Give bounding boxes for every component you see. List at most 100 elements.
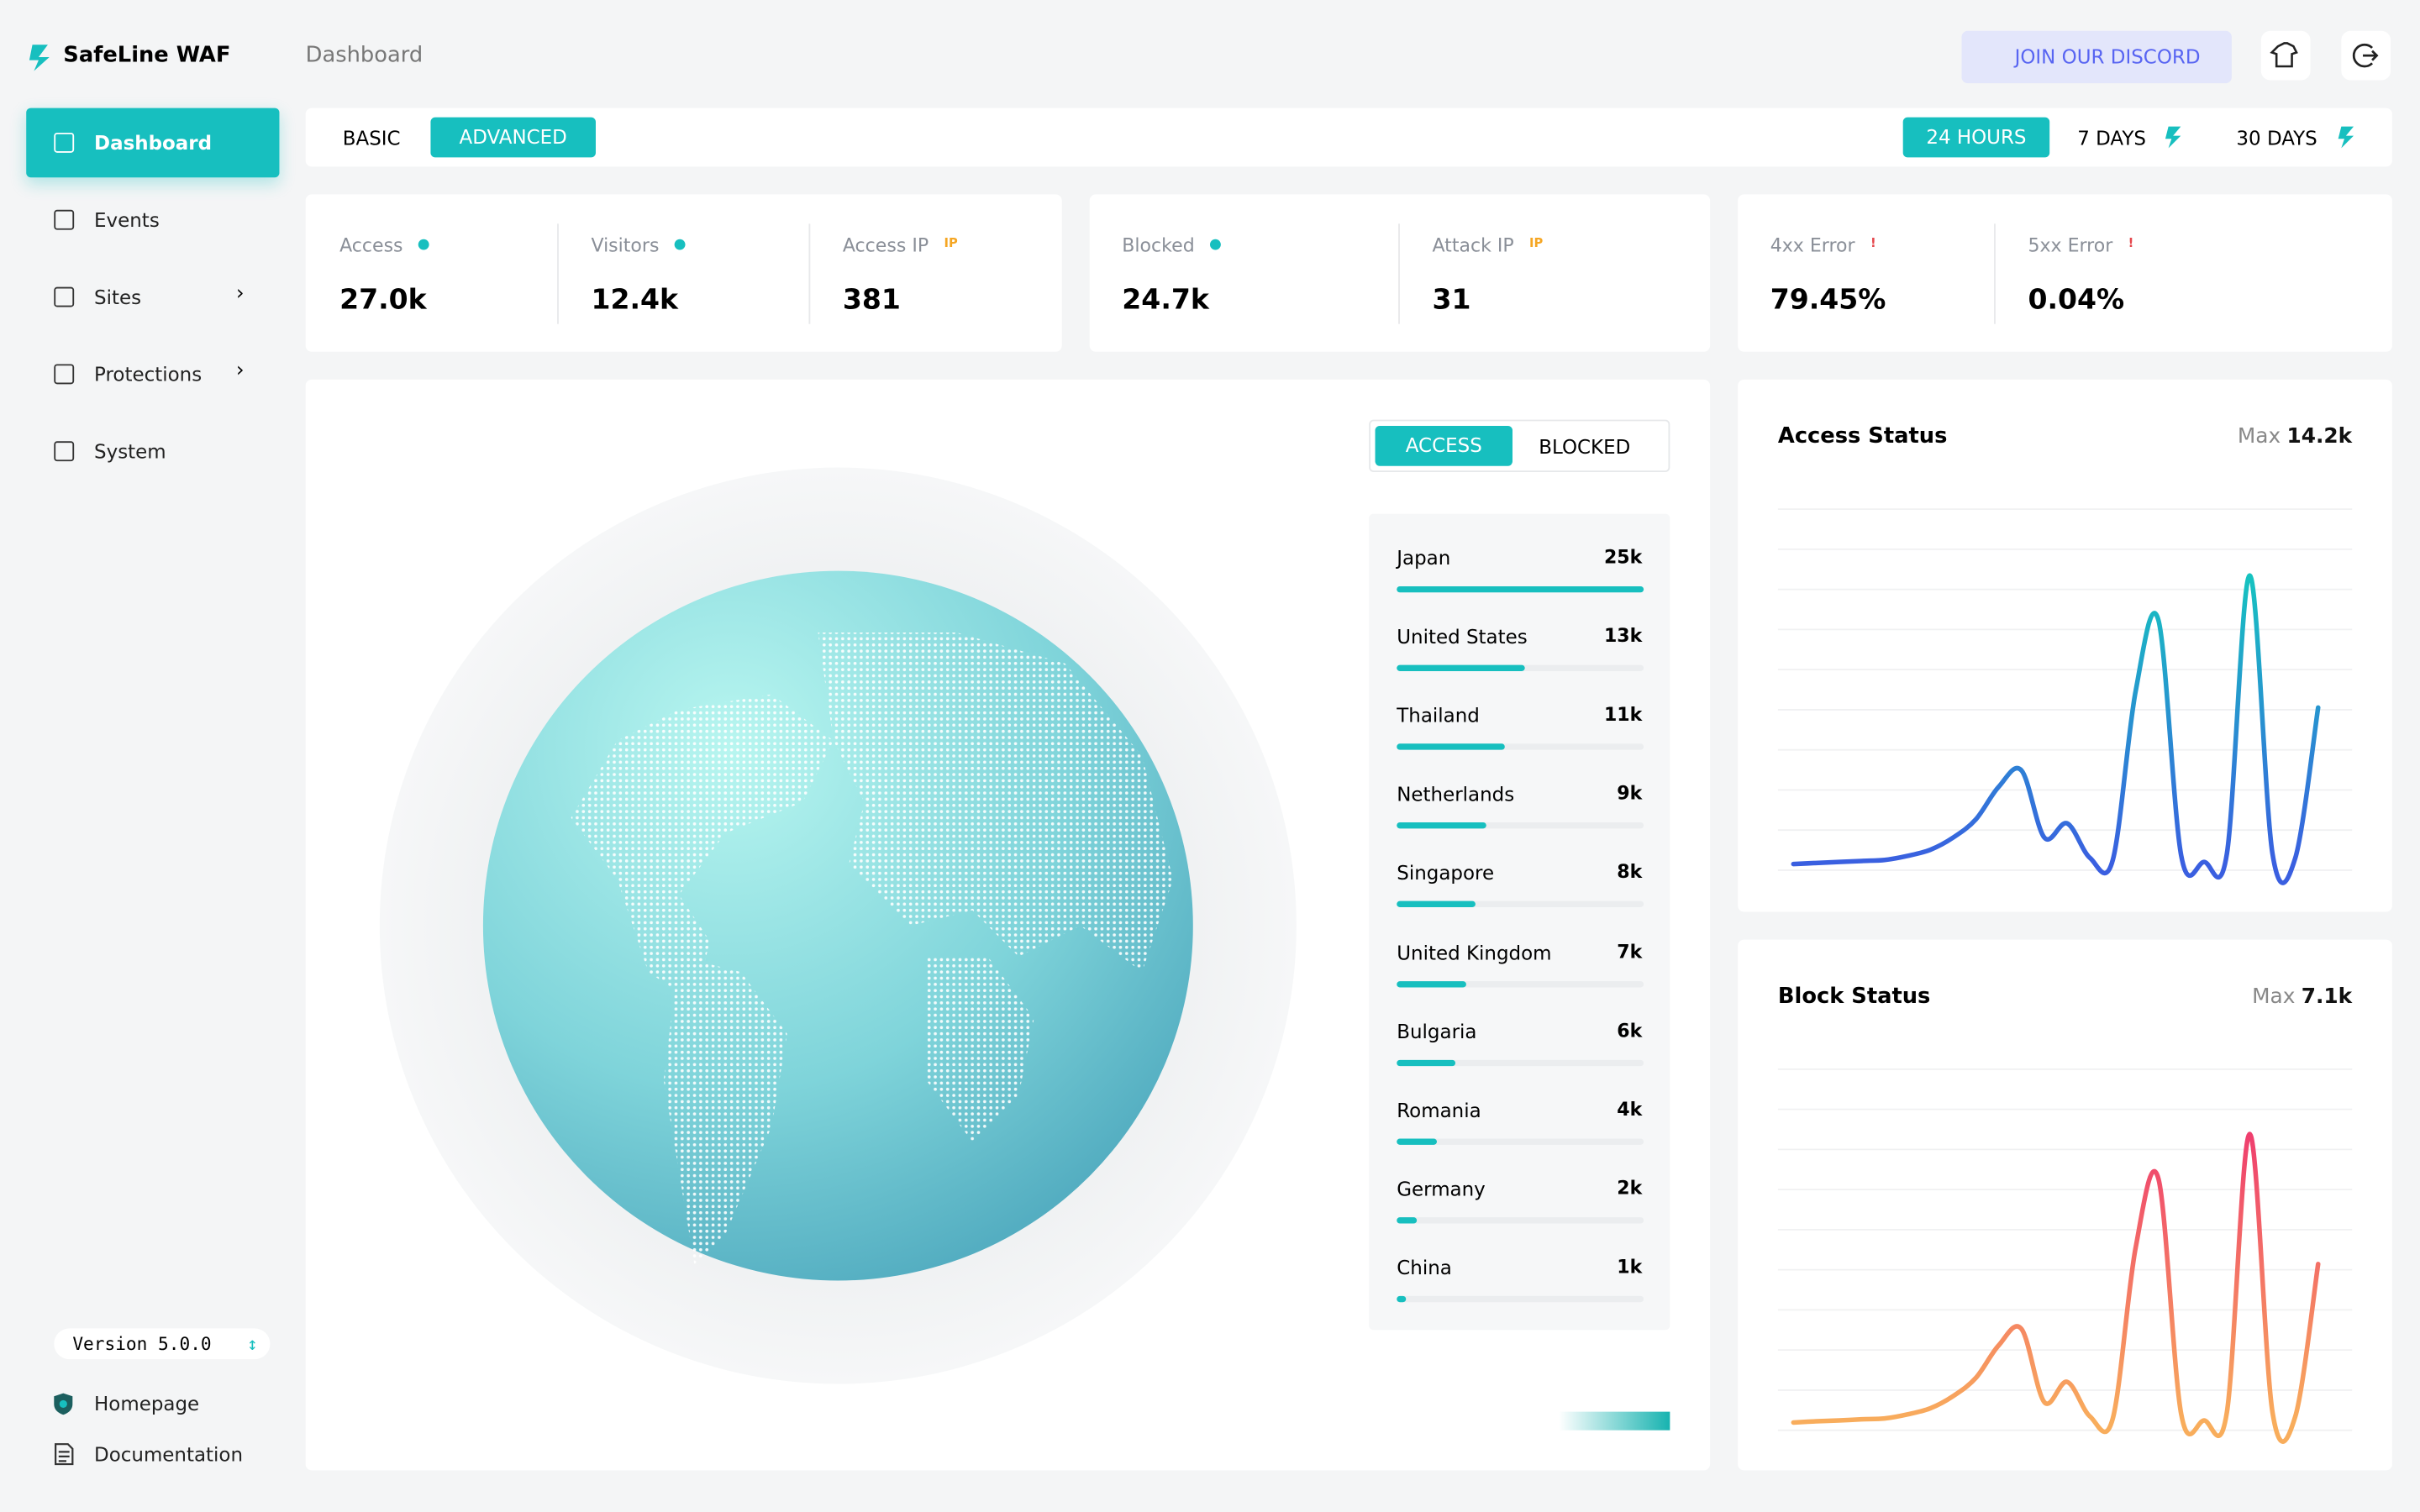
nav-item[interactable]: Protections — [94, 362, 203, 386]
country-track — [1397, 980, 1644, 987]
pro-icon — [2165, 126, 2181, 149]
country-name: Germany — [1397, 1177, 1486, 1200]
tab-advanced[interactable]: ADVANCED — [430, 117, 596, 158]
nav-item[interactable]: Dashboard — [94, 131, 213, 155]
country-value: 11k — [1603, 703, 1643, 726]
country-bar — [1397, 1295, 1407, 1303]
home-icon — [54, 1393, 73, 1415]
stat-label: 4xx Error — [1770, 234, 1855, 256]
page-title: Dashboard — [305, 43, 424, 68]
stat-label: Access — [339, 234, 403, 256]
stat-badge: ! — [2128, 236, 2134, 250]
stat-card — [305, 194, 1062, 352]
country-track — [1397, 1137, 1644, 1145]
max-value: 14.2k — [2286, 424, 2353, 449]
country-name: China — [1397, 1255, 1452, 1279]
nav-active — [26, 108, 280, 178]
discord-button[interactable]: JOIN OUR DISCORD — [1961, 30, 2232, 84]
max-prefix: Max — [2252, 984, 2296, 1010]
nav-icon — [54, 132, 75, 153]
logout-button[interactable] — [2341, 30, 2391, 81]
stat-icon — [1210, 239, 1221, 250]
stat-value: 12.4k — [591, 283, 679, 317]
status-line — [1791, 573, 2321, 885]
tab-basic[interactable]: BASIC — [342, 126, 401, 150]
country-value: 7k — [1617, 940, 1643, 963]
max-prefix: Max — [2237, 424, 2281, 449]
chevron: › — [236, 359, 245, 383]
range-7d[interactable]: 7 DAYS — [2077, 126, 2146, 150]
country-track — [1397, 1295, 1644, 1303]
documentation-link[interactable]: Documentation — [94, 1442, 244, 1466]
range-24h[interactable]: 24 HOURS — [1902, 117, 2050, 158]
stat-value: 0.04% — [2028, 283, 2125, 317]
stat-icon — [418, 239, 429, 250]
country-value: 9k — [1617, 782, 1643, 805]
pro-icon — [2338, 126, 2354, 149]
logo — [29, 45, 50, 71]
country-bar — [1397, 743, 1506, 750]
country-track — [1397, 1059, 1644, 1066]
country-name: Singapore — [1397, 861, 1495, 885]
country-bar — [1397, 1137, 1437, 1145]
country-name: Thailand — [1397, 703, 1480, 727]
stat-badge: ! — [1870, 236, 1876, 250]
doc-icon — [55, 1443, 74, 1466]
stat-icon — [674, 239, 686, 250]
country-value: 2k — [1617, 1177, 1643, 1199]
nav-item[interactable]: Events — [94, 207, 160, 232]
stat-badge: IP — [1529, 236, 1544, 250]
country-bar — [1397, 901, 1476, 908]
nav-item[interactable]: Sites — [94, 285, 142, 309]
discord-label: JOIN OUR DISCORD — [2014, 45, 2201, 68]
toggle-access[interactable]: ACCESS — [1375, 425, 1513, 466]
country-value: 25k — [1603, 546, 1643, 568]
chevron: › — [236, 282, 245, 306]
country-name: Netherlands — [1397, 782, 1515, 806]
stat-value: 24.7k — [1122, 283, 1209, 317]
stat-label: Visitors — [591, 234, 660, 256]
country-bar — [1397, 664, 1526, 672]
range-30d[interactable]: 30 DAYS — [2236, 126, 2317, 150]
nav-item[interactable]: System — [94, 439, 166, 464]
country-name: United States — [1397, 625, 1528, 648]
country-track — [1397, 901, 1644, 908]
theme-button[interactable] — [2260, 30, 2311, 81]
nav-icon — [54, 441, 75, 462]
country-track — [1397, 1216, 1644, 1224]
logout-icon — [2352, 43, 2379, 68]
country-value: 13k — [1603, 625, 1643, 647]
toggle-blocked[interactable]: BLOCKED — [1539, 434, 1631, 459]
nav-icon — [54, 286, 75, 307]
homepage-link[interactable]: Homepage — [94, 1391, 200, 1415]
map-toggle — [1369, 419, 1670, 473]
max-value: 7.1k — [2301, 984, 2353, 1010]
country-value: 1k — [1617, 1255, 1643, 1278]
country-bar — [1397, 1059, 1456, 1066]
divider — [808, 223, 811, 324]
stat-label: Blocked — [1122, 234, 1195, 256]
country-value: 8k — [1617, 861, 1643, 884]
stat-badge: IP — [944, 236, 958, 250]
version: Version 5.0.0 ↕ — [54, 1328, 271, 1360]
country-name: Romania — [1397, 1098, 1481, 1121]
chart-title: Access Status — [1777, 424, 1948, 449]
stat-label: Attack IP — [1432, 234, 1514, 256]
stat-label: Access IP — [842, 234, 929, 256]
country-bar — [1397, 585, 1644, 593]
country-panel — [1369, 513, 1670, 1331]
chart-max: Max 7.1k — [2191, 984, 2352, 1009]
nav-icon — [54, 364, 75, 385]
stat-value: 31 — [1432, 283, 1471, 317]
shirt-icon — [2270, 42, 2298, 68]
country-track — [1397, 743, 1644, 750]
stat-value: 79.45% — [1770, 283, 1886, 317]
country-bar — [1397, 1216, 1417, 1224]
divider — [1994, 223, 1996, 324]
stat-label: 5xx Error — [2028, 234, 2113, 256]
country-name: Bulgaria — [1397, 1019, 1477, 1042]
country-value: 4k — [1617, 1098, 1643, 1120]
